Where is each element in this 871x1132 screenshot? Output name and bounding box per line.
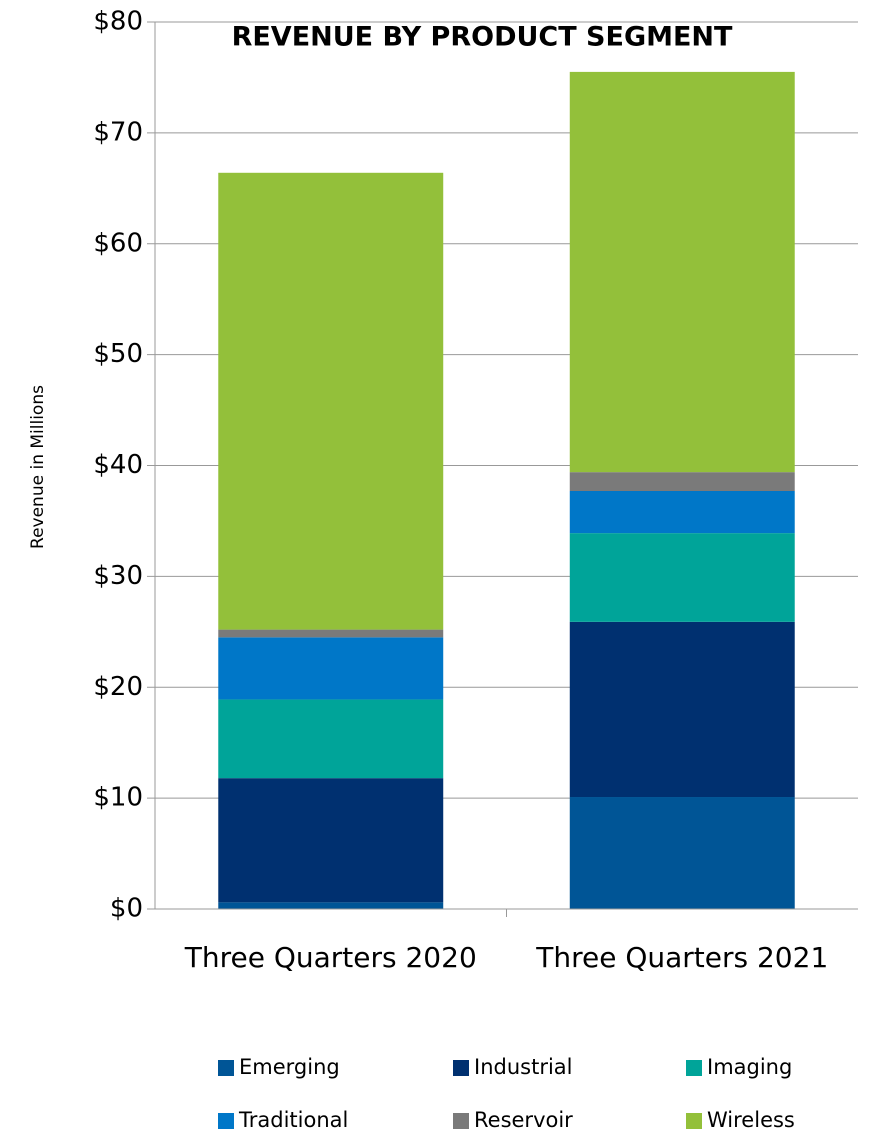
y-tick-label: $0 — [110, 894, 143, 924]
x-tick-label: Three Quarters 2020 — [184, 941, 477, 974]
bar-segment — [569, 797, 795, 909]
legend-label: Traditional — [238, 1108, 348, 1132]
bar-segment — [218, 699, 444, 779]
y-tick-label: $60 — [93, 228, 143, 258]
legend-swatch — [686, 1060, 702, 1076]
y-tick-label: $40 — [93, 450, 143, 480]
bar-segment — [569, 533, 795, 622]
legend-label: Imaging — [707, 1055, 792, 1079]
legend-swatch — [453, 1060, 469, 1076]
bar-segment — [218, 629, 444, 638]
legend-swatch — [218, 1113, 234, 1129]
bar-segment — [218, 172, 444, 630]
legend-swatch — [453, 1113, 469, 1129]
y-tick-label: $70 — [93, 117, 143, 147]
bar-segment — [569, 491, 795, 534]
chart-title: REVENUE BY PRODUCT SEGMENT — [232, 22, 733, 53]
bar-segment — [569, 621, 795, 798]
bar-segment — [218, 637, 444, 700]
bar-segment — [218, 778, 444, 903]
y-tick-label: $50 — [93, 339, 143, 369]
y-tick-label: $30 — [93, 561, 143, 591]
legend-label: Emerging — [239, 1055, 340, 1079]
legend-swatch — [686, 1113, 702, 1129]
legend-label: Reservoir — [474, 1108, 573, 1132]
x-tick-label: Three Quarters 2021 — [535, 941, 828, 974]
y-tick-label: $10 — [93, 783, 143, 813]
legend-label: Wireless — [707, 1108, 795, 1132]
bar-segment — [569, 472, 795, 492]
bar-segment — [218, 902, 444, 909]
bar-segment — [569, 71, 795, 473]
y-tick-label: $20 — [93, 672, 143, 702]
legend-swatch — [218, 1060, 234, 1076]
y-axis-label: Revenue in Millions — [28, 385, 48, 549]
legend-label: Industrial — [474, 1055, 573, 1079]
y-tick-label: $80 — [93, 7, 143, 37]
